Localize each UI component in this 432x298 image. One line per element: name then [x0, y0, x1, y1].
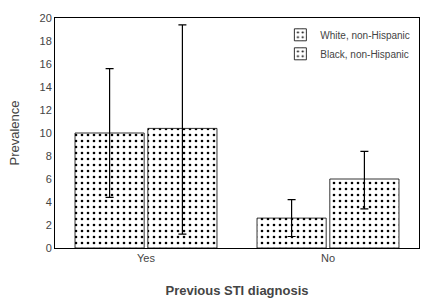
- svg-text:20: 20: [40, 12, 52, 24]
- svg-text:No: No: [321, 252, 335, 264]
- svg-text:Prevalence: Prevalence: [7, 100, 22, 165]
- svg-text:Black, non-Hispanic: Black, non-Hispanic: [320, 49, 408, 60]
- svg-text:Previous STI diagnosis: Previous STI diagnosis: [165, 283, 308, 298]
- svg-text:2: 2: [46, 219, 52, 231]
- svg-text:4: 4: [46, 196, 52, 208]
- svg-text:12: 12: [40, 104, 52, 116]
- svg-text:6: 6: [46, 173, 52, 185]
- svg-text:14: 14: [40, 81, 52, 93]
- svg-text:18: 18: [40, 35, 52, 47]
- svg-text:Yes: Yes: [137, 252, 155, 264]
- svg-text:White, non-Hispanic: White, non-Hispanic: [320, 30, 409, 41]
- svg-text:0: 0: [46, 242, 52, 254]
- svg-text:8: 8: [46, 150, 52, 162]
- svg-text:16: 16: [40, 58, 52, 70]
- svg-text:10: 10: [40, 127, 52, 139]
